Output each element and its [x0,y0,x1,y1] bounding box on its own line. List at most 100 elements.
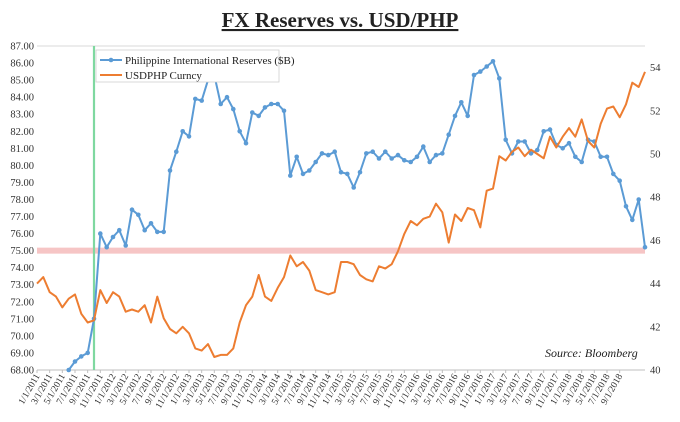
legend-label-usdphp: USDPHP Curncy [125,70,202,82]
reserves-point [547,127,553,132]
reserves-line [67,60,646,371]
reserves-threshold-band [37,247,645,254]
left-tick-label: 85.00 [10,76,34,87]
reserves-point [326,152,331,158]
chart-title: FX Reserves vs. USD/PHP [222,8,459,32]
left-tick-label: 68.00 [10,366,34,377]
left-tick-label: 86.00 [10,59,34,70]
reserves-point [224,94,230,100]
reserves-point [307,168,312,173]
right-tick-label: 46 [650,236,661,247]
reserves-point [636,197,641,202]
reserves-point [98,231,103,236]
x-axis: 1/1/20113/1/20115/1/20117/1/20119/1/2011… [17,370,625,411]
reserves-point [110,234,116,240]
reserves-point [535,147,540,153]
reserves-point [465,113,471,119]
reserves-point [161,229,166,235]
reserves-point [136,212,141,218]
reserves-point [142,227,147,233]
left-tick-label: 75.00 [10,246,34,257]
reserves-point [560,146,565,151]
reserves-point [281,108,287,114]
reserves-point [579,159,584,165]
reserves-point [79,354,84,359]
reserves-point [300,171,306,177]
left-tick-label: 82.00 [10,127,34,138]
reserves-point [351,185,357,190]
reserves-point [72,359,78,364]
reserves-point [408,159,414,165]
reserves-point [389,156,395,161]
reserves-point [503,137,509,143]
reserves-point [598,154,603,160]
reserves-point [421,144,426,149]
reserves-point [440,151,445,156]
reserves-point [237,129,242,134]
reserves-point [414,154,420,160]
reserves-point [313,159,319,165]
reserves-point [484,64,490,69]
reserves-point [402,158,407,163]
reserves-point [630,217,635,223]
reserves-point [231,106,236,112]
reserves-point [243,140,249,146]
reserves-point [123,243,128,248]
left-tick-label: 79.00 [10,178,34,189]
reserves-point [288,173,293,178]
right-tick-label: 52 [650,106,661,117]
reserves-point [199,98,204,103]
reserves-point [262,105,268,110]
reserves-point [516,139,521,144]
reserves-point [275,101,281,107]
reserves-point [642,244,648,250]
left-tick-label: 69.00 [10,348,34,359]
left-tick-label: 77.00 [10,212,34,223]
right-y-axis: 54 52 50 48 46 44 42 40 [650,63,661,376]
reserves-point [433,152,439,158]
right-tick-label: 40 [650,366,661,377]
left-tick-label: 74.00 [10,263,34,274]
reserves-point [383,149,388,154]
reserves-point [148,221,154,226]
reserves-point [471,72,477,78]
series-layer [36,59,648,373]
reserves-point [104,244,109,250]
reserves-point [617,178,622,183]
reserves-point [256,113,262,119]
source-note: Source: Bloomberg [545,346,638,360]
left-tick-label: 78.00 [10,195,34,206]
legend-marker-reserves [108,57,114,63]
reserves-point [174,149,179,154]
legend-box [95,49,280,83]
reserves-point [452,113,458,119]
reserves-point [459,100,464,105]
reserves-point [85,350,90,356]
reserves-point [522,139,527,144]
right-tick-label: 54 [650,63,661,74]
reserves-point [117,227,122,233]
reserves-point [186,134,192,139]
left-tick-label: 73.00 [10,280,34,291]
reserves-point [319,151,325,156]
reserves-point [357,169,363,175]
legend-label-reserves: Philippine International Reserves ($B) [125,55,295,67]
reserves-point [250,110,255,115]
left-tick-label: 84.00 [10,93,34,104]
reserves-point [541,129,546,134]
reserves-point [345,171,350,177]
reserves-point [427,159,433,165]
right-tick-label: 48 [650,193,661,204]
reserves-point [604,154,610,160]
reserves-point [623,204,629,209]
reserves-point [611,171,616,177]
reserves-point [269,101,274,107]
reserves-point [446,132,452,137]
left-tick-label: 80.00 [10,161,34,172]
reserves-point [332,149,338,154]
reserves-point [129,207,135,212]
reserves-point [478,69,483,74]
left-tick-label: 81.00 [10,144,34,155]
left-tick-label: 76.00 [10,229,34,240]
reserves-point [376,156,382,161]
